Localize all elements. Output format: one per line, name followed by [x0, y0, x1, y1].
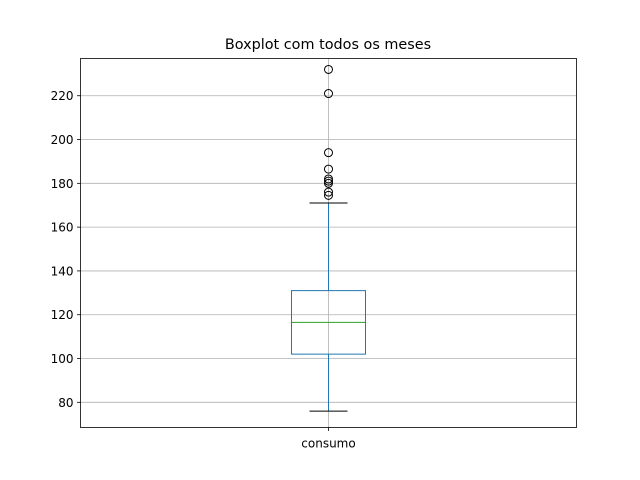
outlier-point	[324, 164, 333, 174]
outlier-point	[324, 174, 333, 184]
chart-title: Boxplot com todos os meses	[225, 37, 431, 53]
outlier-point	[324, 187, 333, 197]
outlier-point	[324, 190, 333, 200]
axes-layer: 80 100 120 140 160 180 200 220 consumo	[51, 89, 356, 450]
outlier-point	[324, 148, 333, 158]
outlier-point	[324, 89, 333, 99]
y-tick-label: 80	[58, 396, 73, 410]
outlier-point	[324, 64, 333, 74]
y-tick-label: 140	[51, 264, 74, 278]
y-tick-label: 220	[51, 89, 74, 103]
outlier-point	[324, 178, 333, 188]
y-tick-label: 200	[51, 133, 74, 147]
outlier-point	[324, 176, 333, 186]
y-tick-label: 160	[51, 221, 74, 235]
x-tick-label: consumo	[301, 437, 355, 451]
y-tick-label: 120	[51, 308, 74, 322]
y-tick-label: 100	[51, 352, 74, 366]
box-layer	[291, 64, 366, 412]
y-tick-label: 180	[51, 177, 74, 191]
